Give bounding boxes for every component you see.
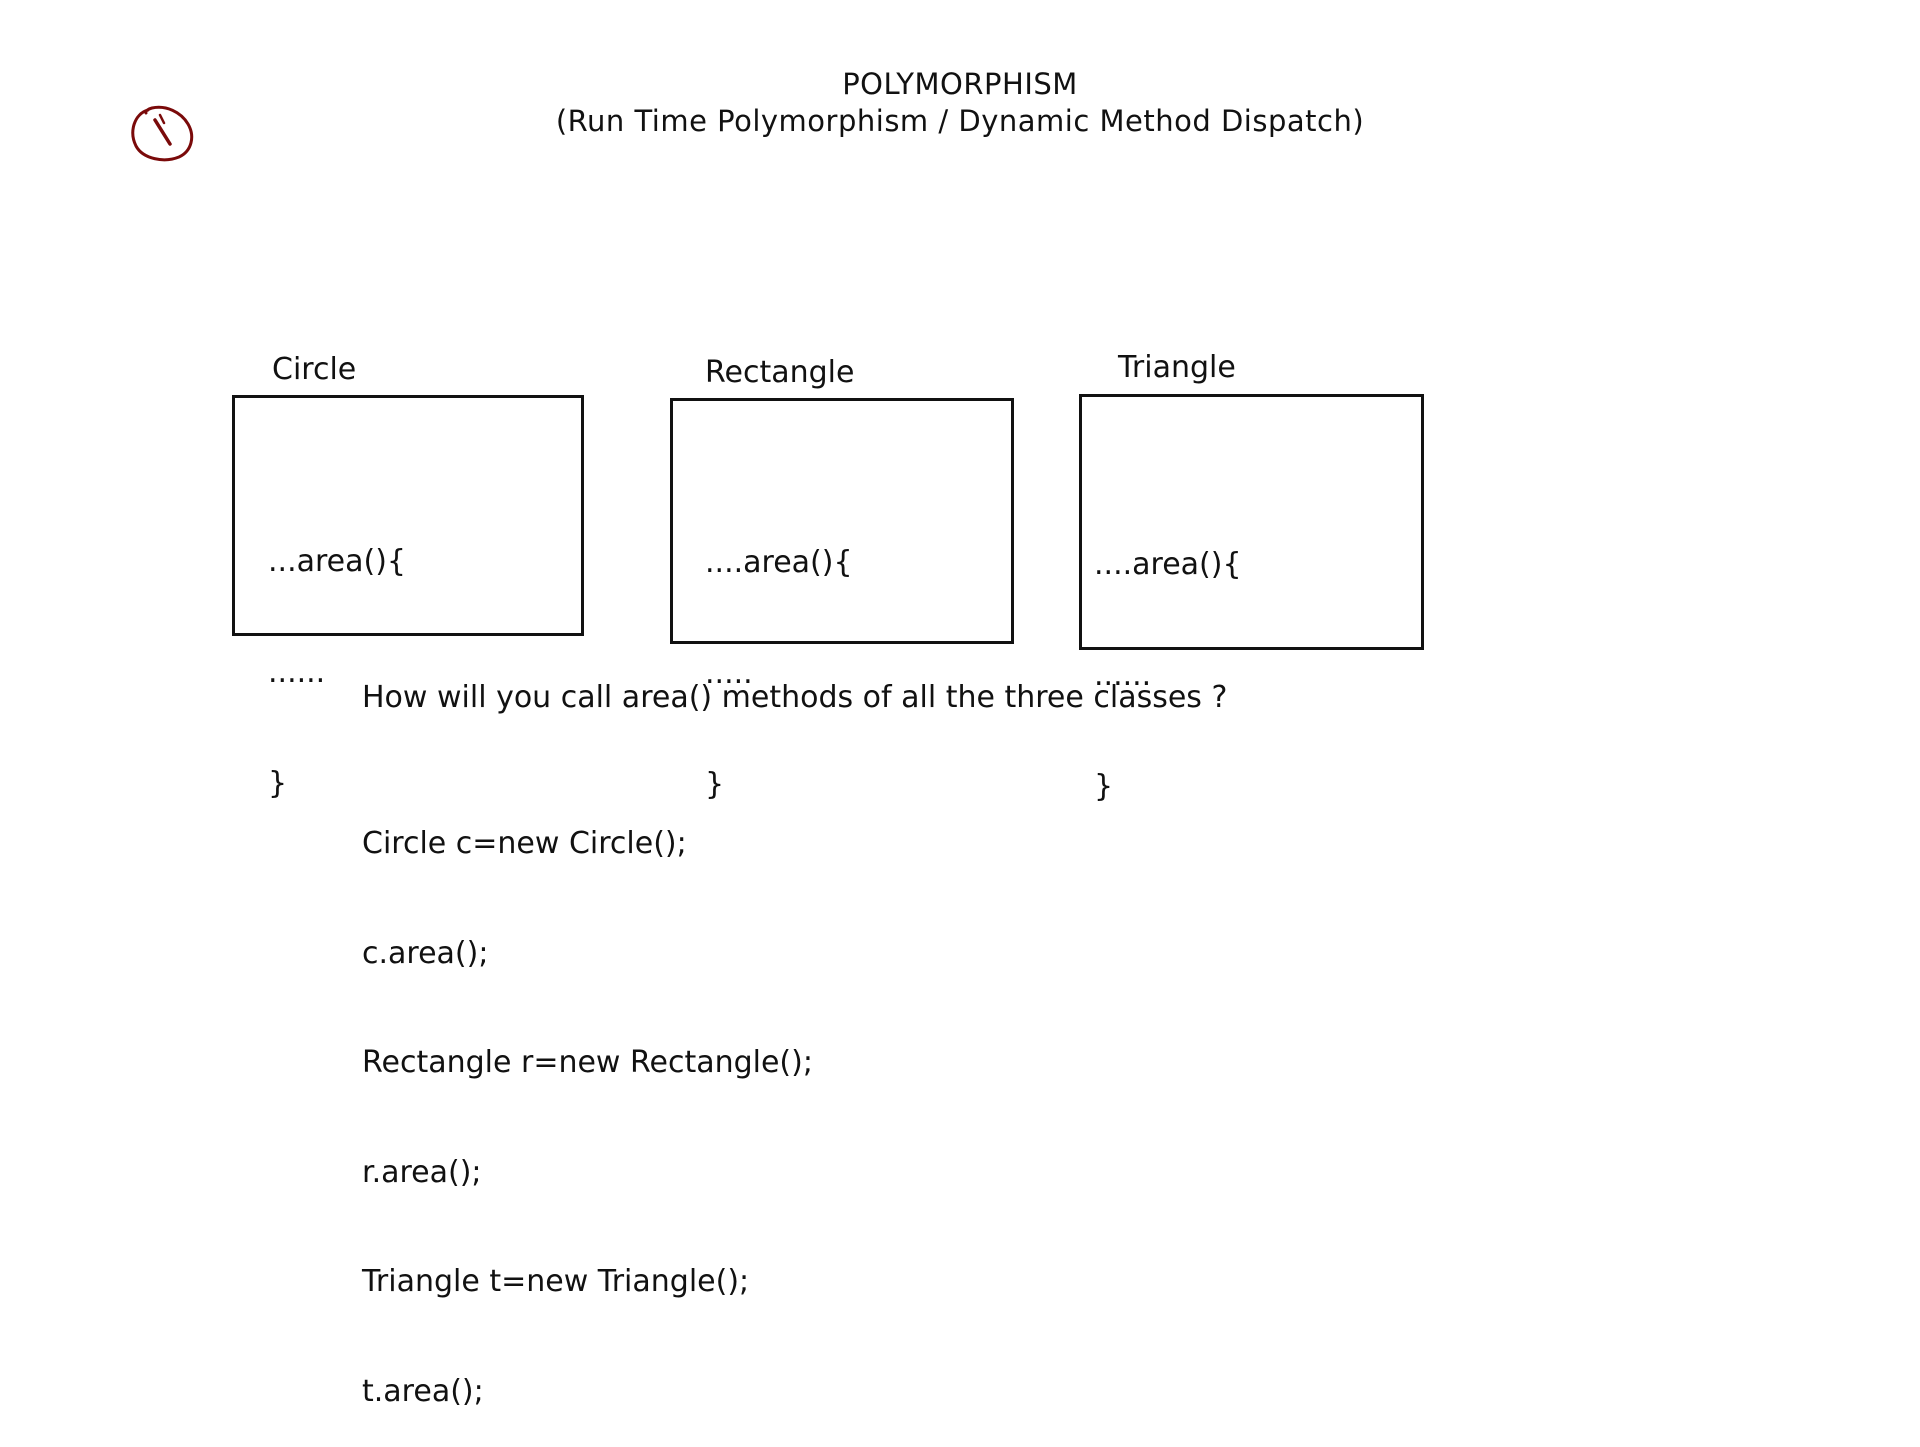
code-line: ...... bbox=[268, 655, 326, 690]
class-code-rectangle: ....area(){ ..... } bbox=[705, 470, 853, 840]
class-code-circle: ...area(){ ...... } bbox=[268, 469, 406, 839]
class-box-triangle bbox=[1079, 394, 1424, 650]
code-line: } bbox=[1094, 769, 1114, 804]
code-line: ....area(){ bbox=[705, 545, 853, 580]
code-line: Rectangle r=new Rectangle(); bbox=[362, 1045, 813, 1080]
code-line: t.area(); bbox=[362, 1373, 484, 1409]
question-text: How will you call area() methods of all … bbox=[362, 680, 1228, 715]
code-line: c.area(); bbox=[362, 935, 489, 971]
code-line: Triangle t=new Triangle(); bbox=[362, 1264, 750, 1299]
code-line: } bbox=[705, 767, 725, 802]
code-line: ...area(){ bbox=[268, 544, 407, 579]
class-code-triangle: ....area(){ ...... } bbox=[1094, 472, 1242, 842]
class-box-circle bbox=[232, 395, 584, 636]
class-label-triangle: Triangle bbox=[1118, 350, 1236, 385]
code-listing: Circle c=new Circle(); c.area(); Rectang… bbox=[362, 753, 813, 1447]
title-subtitle: (Run Time Polymorphism / Dynamic Method … bbox=[555, 104, 1365, 138]
class-label-rectangle: Rectangle bbox=[705, 355, 855, 390]
code-line: Circle c=new Circle(); bbox=[362, 826, 687, 861]
code-line: r.area(); bbox=[362, 1154, 482, 1190]
page-title: POLYMORPHISM (Run Time Polymorphism / Dy… bbox=[520, 66, 1400, 140]
code-line: ....area(){ bbox=[1094, 547, 1242, 582]
class-box-rectangle bbox=[670, 398, 1014, 644]
handwritten-circled-slash-icon bbox=[131, 105, 194, 162]
code-line: ..... bbox=[705, 656, 753, 691]
code-line: ...... bbox=[1094, 658, 1152, 693]
code-line: } bbox=[268, 766, 288, 801]
class-label-circle: Circle bbox=[272, 352, 357, 387]
title-main: POLYMORPHISM bbox=[842, 67, 1078, 101]
